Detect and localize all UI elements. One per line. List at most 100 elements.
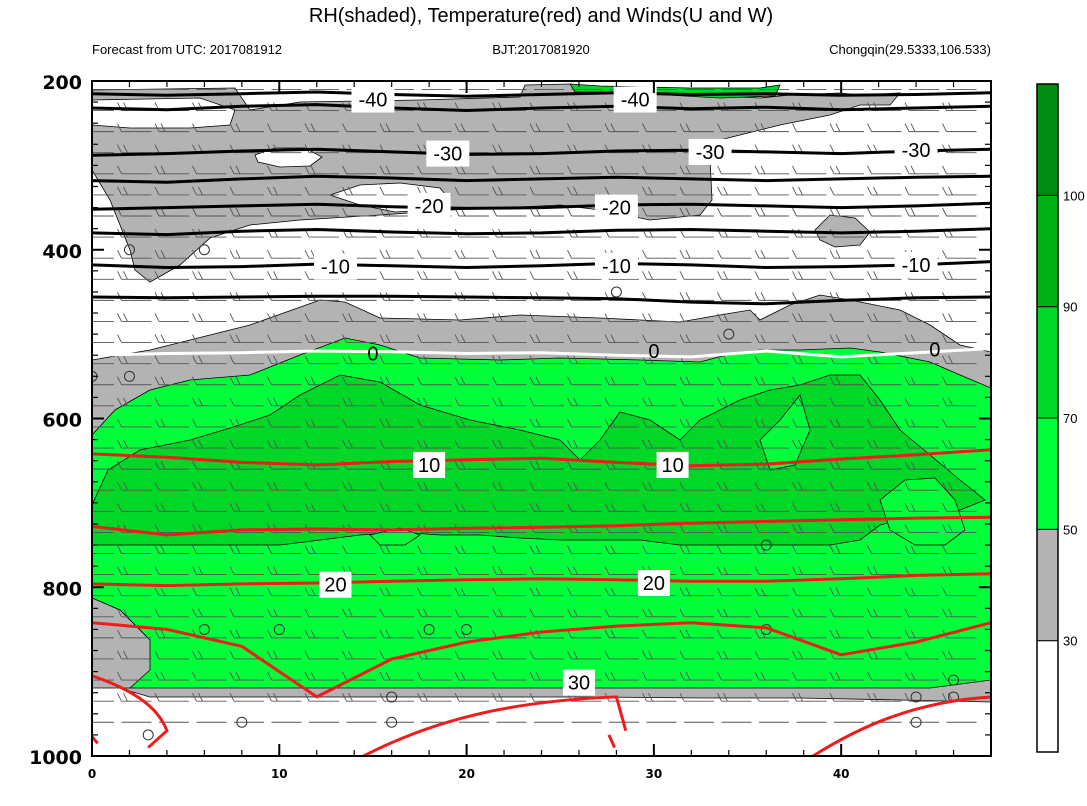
wind-barb-flag [829,587,835,596]
wind-barb-flag [229,186,235,196]
wind-barb-flag [679,671,685,681]
wind-barb-flag [192,418,197,428]
rh-light-green-notch [759,394,811,471]
wind-barb-flag [829,376,835,385]
wind-barb-flag [567,271,572,280]
calm-wind-circle [386,716,398,728]
wind-barb-flag [529,207,535,217]
wind-barb-flag [535,587,541,596]
wind-barb-flag [679,524,685,533]
wind-barb-flag [792,249,797,259]
wind-barb-flag [642,650,647,660]
wind-barb-flag [123,144,128,153]
wind-barb-flag [160,460,166,470]
wind-barb-flag [717,355,722,364]
wind-barb-flag [342,376,347,385]
contour-label: 20 [643,573,665,595]
wind-barb-flag [792,123,797,132]
wind-barb-flag [567,123,572,132]
wind-barb-flag [567,207,572,217]
wind-barb-flag [567,439,572,449]
wind-barb-flag [867,692,872,702]
wind-barb-flag [867,313,872,322]
wind-barb-flag [642,313,647,322]
wind-barb-flag [717,376,722,385]
wind-barb-flag [867,123,872,132]
temperature-contour-line [362,695,628,756]
wind-barb-flag [942,671,947,681]
wind-barb-flag [642,249,647,259]
wind-barb-flag [867,566,872,575]
wind-barb-flag [567,608,572,617]
wind-barb-flag [760,165,766,175]
wind-barb-flag [80,524,84,532]
wind-barb-flag [610,545,616,554]
contour-label: 0 [367,344,378,366]
wind-barb-flag [610,418,616,428]
wind-barb-flag [904,503,910,512]
wind-barb-flag [304,545,310,554]
wind-barb-flag [573,608,578,617]
wind-barb-flag [567,418,572,428]
wind-barb-flag [679,650,685,660]
colorbar-segment [1036,417,1059,530]
wind-barb-flag [80,292,84,300]
contour-label: -40 [621,90,650,112]
wind-barb-flag [679,503,685,512]
wind-barb-flag [417,503,422,512]
wind-barb-flag [385,334,391,343]
calm-wind-circle [461,623,473,635]
wind-barb-flag [792,566,797,575]
wind-barb-flag [679,207,685,217]
wind-barb-flag [867,376,872,385]
wind-barb-flag [117,397,122,407]
wind-barb-flag [154,397,160,407]
wind-barb-flag [117,671,122,681]
wind-barb-flag [86,124,90,132]
wind-barb-flag [792,376,797,385]
wind-barb-flag [229,123,235,132]
wind-barb-flag [829,629,835,639]
wind-barb-flag [529,650,535,660]
wind-barb-flag [829,207,835,217]
wind-barb-flag [873,692,878,702]
wind-barb-flag [723,650,728,660]
wind-barb-flag [904,207,910,217]
wind-barb-flag [123,271,128,280]
wind-barb-flag [610,503,616,512]
wind-barb-flag [267,334,272,343]
wind-barb-flag [829,144,835,153]
wind-barb-flag [154,503,160,512]
wind-barb-flag [948,650,953,660]
wind-barb-flag [904,692,910,702]
wind-barb-flag [867,271,872,280]
x-tick-label: 10 [271,767,288,781]
wind-barb-flag [379,271,385,280]
wind-barb-flag [685,165,691,175]
wind-barb-flag [867,629,872,639]
wind-barb-flag [379,397,385,407]
wind-barb-flag [492,460,497,470]
contour-label-box [656,451,689,478]
wind-barb-flag [160,671,166,681]
wind-barb-flag [717,249,722,259]
wind-barb-flag [829,460,835,470]
wind-barb-flag [267,249,272,259]
wind-barb-flag [829,418,835,428]
wind-barb-flag [379,207,385,217]
wind-barb-flag [948,271,953,280]
wind-barb-flag [385,671,391,681]
wind-barb-flag [80,166,84,174]
wind-barb-flag [573,439,578,449]
wind-barb-flag [492,629,497,639]
wind-barb-flag [679,629,685,639]
wind-barb-flag [792,334,797,343]
wind-barb-flag [304,629,310,639]
wind-barb-flag [80,187,84,195]
wind-barb-flag [948,524,953,533]
wind-barb-flag [535,376,541,385]
wind-barb-flag [492,587,497,596]
wind-barb-flag [792,650,797,660]
wind-barb-flag [273,313,278,322]
wind-barb-flag [154,186,160,196]
